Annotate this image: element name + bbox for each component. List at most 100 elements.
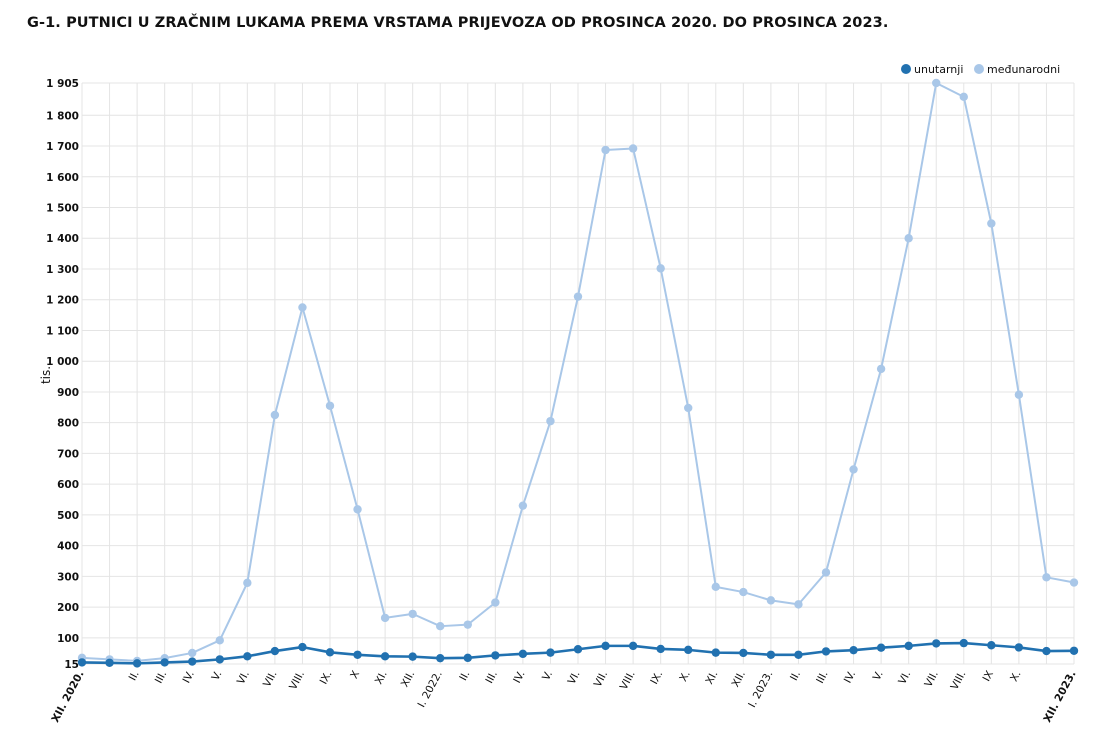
data-point xyxy=(546,648,555,657)
y-tick-label: 1 300 xyxy=(46,264,79,276)
data-point xyxy=(353,505,362,514)
data-point xyxy=(876,643,886,652)
data-point xyxy=(766,650,776,659)
data-point xyxy=(766,596,776,605)
data-point xyxy=(491,598,500,607)
x-tick-label: XII. xyxy=(730,669,748,689)
data-point xyxy=(739,648,748,658)
y-tick-label: 15 xyxy=(64,659,79,671)
x-tick-label: V. xyxy=(540,669,555,683)
data-point xyxy=(794,600,803,609)
x-tick-label: II. xyxy=(127,669,142,683)
x-tick-label: VIII. xyxy=(949,669,969,692)
data-point xyxy=(105,658,114,667)
x-axis-ticks: XII. 2020. II. III. IV. V. VI. VII. VIII. IX. X XI… xyxy=(49,669,1078,725)
y-tick-label: 200 xyxy=(57,602,79,614)
data-point xyxy=(601,145,610,155)
x-tick-label: X. xyxy=(1008,669,1024,684)
data-point xyxy=(959,92,968,102)
legend-marker xyxy=(974,64,984,74)
y-tick-label: 1 400 xyxy=(46,233,79,245)
data-point xyxy=(380,613,390,623)
x-tick-label: IV. xyxy=(511,669,527,685)
data-point xyxy=(876,364,886,374)
x-tick-label: XII. xyxy=(399,669,417,689)
x-tick-label: VIII. xyxy=(287,669,307,692)
y-tick-label: 1 905 xyxy=(46,78,79,90)
x-tick-label: VII. xyxy=(922,669,940,689)
y-tick-label: 400 xyxy=(57,541,79,553)
legend-label: unutarnji xyxy=(914,63,963,76)
x-tick-label: V. xyxy=(871,669,886,683)
data-point xyxy=(298,303,307,312)
data-point xyxy=(1069,646,1079,655)
data-point xyxy=(270,410,280,420)
data-point xyxy=(408,652,417,661)
data-point xyxy=(77,658,87,667)
data-point xyxy=(987,641,996,650)
data-point xyxy=(491,651,500,660)
data-point xyxy=(711,582,720,592)
data-point xyxy=(959,638,968,648)
x-tick-label: I. 2023. xyxy=(746,669,775,710)
data-point xyxy=(1014,390,1024,399)
x-tick-label: IX. xyxy=(648,669,665,687)
data-point xyxy=(628,641,638,651)
x-tick-label: XI. xyxy=(703,669,720,687)
data-point xyxy=(518,501,528,510)
data-point xyxy=(904,641,913,651)
data-point xyxy=(1069,578,1079,587)
data-point xyxy=(711,648,720,657)
data-point xyxy=(573,292,583,301)
data-point xyxy=(436,621,445,631)
data-point xyxy=(546,416,555,426)
y-tick-label: 600 xyxy=(57,479,79,491)
y-axis-ticks: 15 100 200 300 400 500 600 700 800 900 1 000 1 100 1… xyxy=(46,78,79,671)
x-tick-label: II. xyxy=(457,669,472,683)
legend: unutarnji međunarodni xyxy=(901,63,1060,76)
data-point xyxy=(932,78,941,88)
data-point xyxy=(132,659,142,668)
data-point xyxy=(656,644,665,654)
y-tick-label: 1 600 xyxy=(46,172,79,184)
data-point xyxy=(325,648,335,657)
x-tick-label: XII. 2023. xyxy=(1041,669,1078,725)
x-tick-label: VI. xyxy=(235,669,252,687)
data-point xyxy=(573,645,583,654)
data-point xyxy=(325,401,335,410)
data-point xyxy=(849,465,858,474)
x-tick-label: IV. xyxy=(842,669,858,685)
data-point xyxy=(243,578,252,588)
y-tick-label: 1 500 xyxy=(46,203,79,215)
x-gridlines xyxy=(81,83,1075,664)
data-point xyxy=(243,652,252,661)
data-point xyxy=(215,655,224,664)
data-point xyxy=(1014,643,1024,652)
data-point xyxy=(436,653,445,663)
x-tick-label: V. xyxy=(210,669,225,683)
data-point xyxy=(821,568,831,577)
x-tick-label: III. xyxy=(814,669,831,686)
x-tick-label: III. xyxy=(483,669,500,686)
x-tick-label: IX xyxy=(981,669,996,684)
data-point xyxy=(684,645,693,655)
data-point xyxy=(849,645,858,655)
data-point xyxy=(1042,646,1051,656)
series-group xyxy=(77,78,1079,668)
data-point xyxy=(932,639,941,648)
x-tick-label: X. xyxy=(677,669,693,684)
y-tick-label: 100 xyxy=(57,633,79,645)
series-unutarnji xyxy=(77,638,1079,668)
y-tick-label: 1 100 xyxy=(46,325,79,337)
data-point xyxy=(518,649,528,659)
series-međunarodni xyxy=(77,78,1079,666)
x-tick-label: VII. xyxy=(261,669,279,689)
data-point xyxy=(656,264,665,273)
data-point xyxy=(463,620,472,629)
data-point xyxy=(601,641,610,651)
x-tick-label: VII. xyxy=(592,669,610,689)
data-point xyxy=(739,587,748,597)
data-point xyxy=(380,652,390,661)
chart-title: G-1. PUTNICI U ZRAČNIM LUKAMA PREMA VRST… xyxy=(27,15,889,31)
